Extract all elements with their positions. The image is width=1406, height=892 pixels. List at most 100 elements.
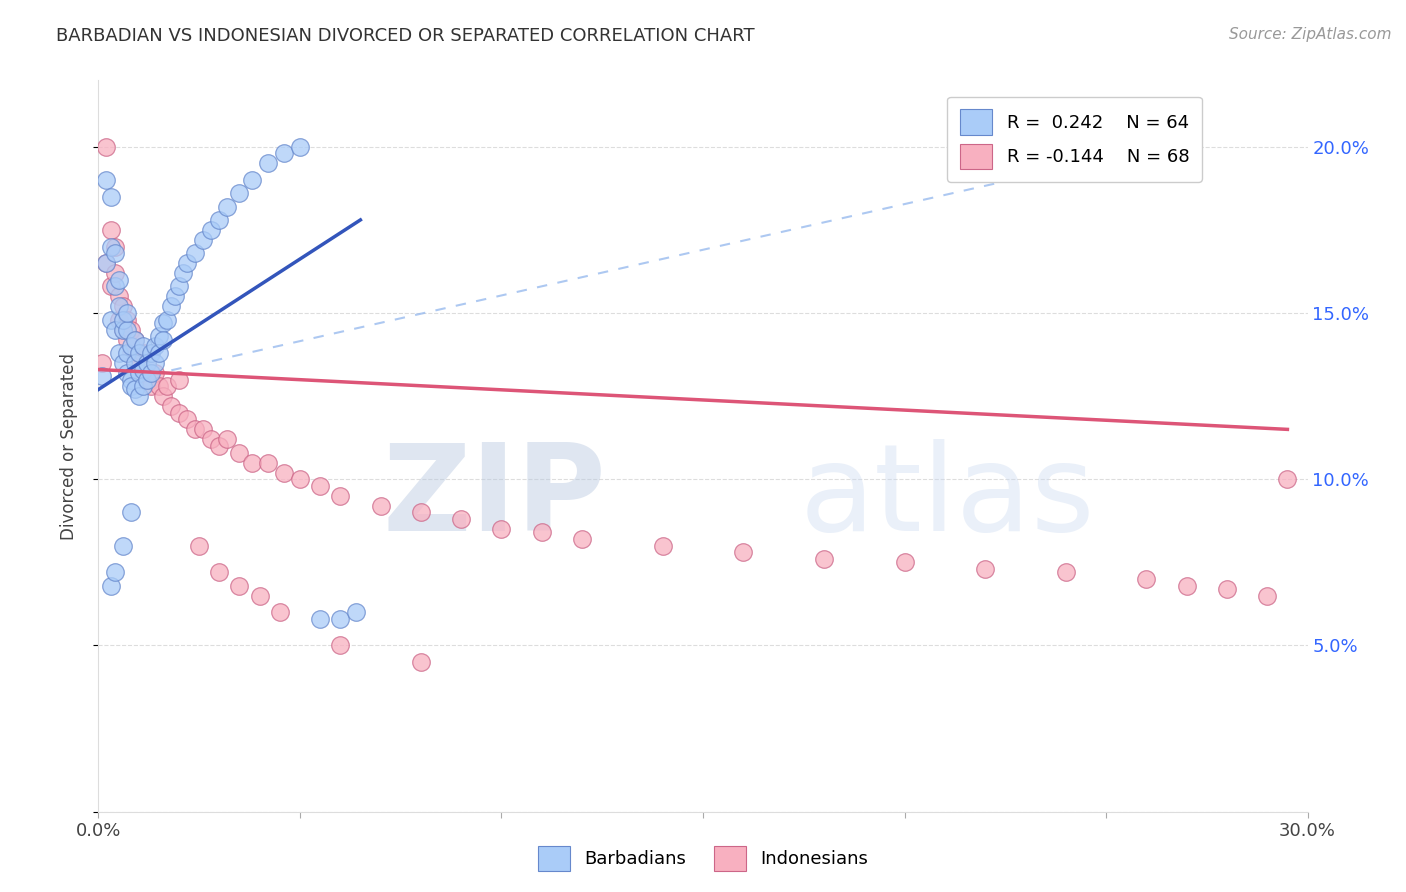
Point — [135, 356, 157, 370]
Point — [240, 456, 263, 470]
Point — [96, 173, 118, 187]
Legend: Barbadians, Indonesians: Barbadians, Indonesians — [530, 838, 876, 879]
Point — [217, 433, 239, 447]
Point — [160, 299, 183, 313]
Point — [256, 156, 278, 170]
Point — [491, 522, 513, 536]
Point — [156, 379, 179, 393]
Point — [91, 369, 114, 384]
Point — [128, 346, 150, 360]
Point — [143, 339, 166, 353]
Point — [111, 356, 134, 370]
Text: Source: ZipAtlas.com: Source: ZipAtlas.com — [1229, 27, 1392, 42]
Point — [143, 366, 166, 380]
Point — [344, 605, 367, 619]
Point — [100, 223, 122, 237]
Point — [135, 356, 157, 370]
Point — [167, 279, 190, 293]
Point — [1135, 572, 1157, 586]
Point — [128, 346, 150, 360]
Text: atlas: atlas — [800, 439, 1095, 556]
Point — [167, 406, 190, 420]
Point — [152, 333, 174, 347]
Point — [100, 312, 122, 326]
Point — [115, 323, 138, 337]
Point — [96, 256, 118, 270]
Point — [172, 266, 194, 280]
Point — [571, 532, 593, 546]
Point — [132, 339, 155, 353]
Point — [107, 289, 129, 303]
Point — [96, 256, 118, 270]
Point — [309, 479, 332, 493]
Point — [107, 299, 129, 313]
Point — [100, 189, 122, 203]
Point — [269, 605, 291, 619]
Point — [124, 383, 146, 397]
Point — [1175, 579, 1198, 593]
Point — [288, 472, 311, 486]
Point — [329, 612, 352, 626]
Point — [111, 299, 134, 313]
Point — [160, 399, 183, 413]
Point — [176, 412, 198, 426]
Point — [124, 333, 146, 347]
Point — [124, 356, 146, 370]
Point — [120, 339, 142, 353]
Point — [651, 539, 673, 553]
Point — [107, 346, 129, 360]
Point — [143, 356, 166, 370]
Point — [228, 579, 250, 593]
Point — [1256, 589, 1278, 603]
Point — [107, 312, 129, 326]
Point — [733, 545, 755, 559]
Point — [813, 552, 835, 566]
Point — [450, 512, 472, 526]
Point — [176, 256, 198, 270]
Point — [1216, 582, 1239, 596]
Point — [200, 223, 222, 237]
Point — [128, 389, 150, 403]
Point — [148, 346, 170, 360]
Point — [115, 306, 138, 320]
Point — [184, 246, 207, 260]
Point — [132, 362, 155, 376]
Point — [228, 186, 250, 201]
Y-axis label: Divorced or Separated: Divorced or Separated — [59, 352, 77, 540]
Point — [120, 379, 142, 393]
Point — [409, 655, 432, 669]
Point — [329, 489, 352, 503]
Point — [132, 366, 155, 380]
Point — [208, 566, 231, 580]
Point — [120, 506, 142, 520]
Point — [156, 312, 179, 326]
Point — [128, 366, 150, 380]
Point — [249, 589, 271, 603]
Point — [893, 555, 915, 569]
Point — [139, 366, 162, 380]
Point — [103, 266, 125, 280]
Point — [193, 233, 215, 247]
Point — [193, 422, 215, 436]
Point — [103, 239, 125, 253]
Point — [288, 140, 311, 154]
Point — [103, 246, 125, 260]
Point — [103, 323, 125, 337]
Point — [370, 499, 392, 513]
Point — [111, 323, 134, 337]
Point — [115, 366, 138, 380]
Text: BARBADIAN VS INDONESIAN DIVORCED OR SEPARATED CORRELATION CHART: BARBADIAN VS INDONESIAN DIVORCED OR SEPA… — [56, 27, 755, 45]
Point — [120, 372, 142, 386]
Point — [132, 346, 155, 360]
Point — [120, 323, 142, 337]
Text: ZIP: ZIP — [382, 439, 606, 556]
Point — [111, 312, 134, 326]
Point — [152, 389, 174, 403]
Point — [128, 366, 150, 380]
Point — [530, 525, 553, 540]
Point — [148, 379, 170, 393]
Point — [100, 239, 122, 253]
Point — [1054, 566, 1077, 580]
Point — [309, 612, 332, 626]
Point — [139, 379, 162, 393]
